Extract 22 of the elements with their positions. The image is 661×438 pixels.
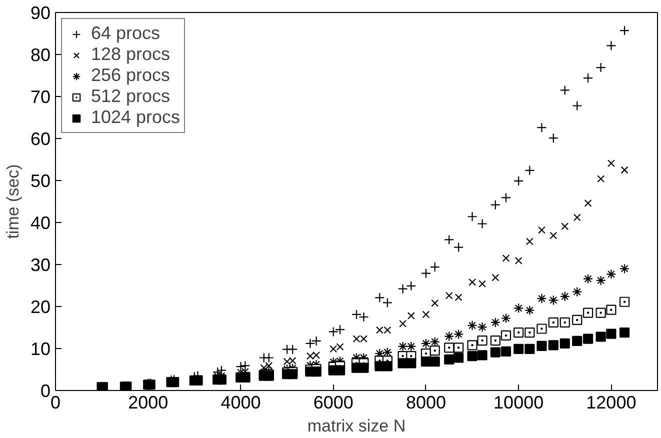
x-tick-label: 2000 [128, 392, 168, 412]
y-tick-label: 80 [30, 45, 51, 65]
y-tick-label: 50 [30, 171, 51, 191]
legend-label: 256 procs [91, 65, 170, 86]
x-tick-label: 6000 [313, 392, 354, 412]
x-axis-title: matrix size N [307, 416, 406, 436]
y-axis-title: time (sec) [3, 164, 22, 239]
y-tick-label: 20 [30, 297, 51, 317]
legend-label: 1024 procs [91, 107, 180, 128]
y-tick-label: 70 [30, 87, 51, 107]
x-tick-label: 10000 [494, 392, 544, 412]
legend-label: 128 procs [91, 44, 170, 65]
y-tick-label: 30 [30, 255, 51, 275]
x-tick-label: 8000 [406, 392, 446, 412]
x-tick-label: 4000 [220, 392, 261, 412]
y-tick-label: 40 [30, 213, 51, 233]
x-tick-label: 12000 [586, 392, 636, 412]
y-tick-label: 90 [30, 3, 51, 23]
y-tick-label: 60 [30, 129, 51, 149]
y-tick-label: 10 [30, 339, 51, 359]
legend-label: 512 procs [91, 86, 170, 107]
legend-label: 64 procs [91, 23, 160, 44]
